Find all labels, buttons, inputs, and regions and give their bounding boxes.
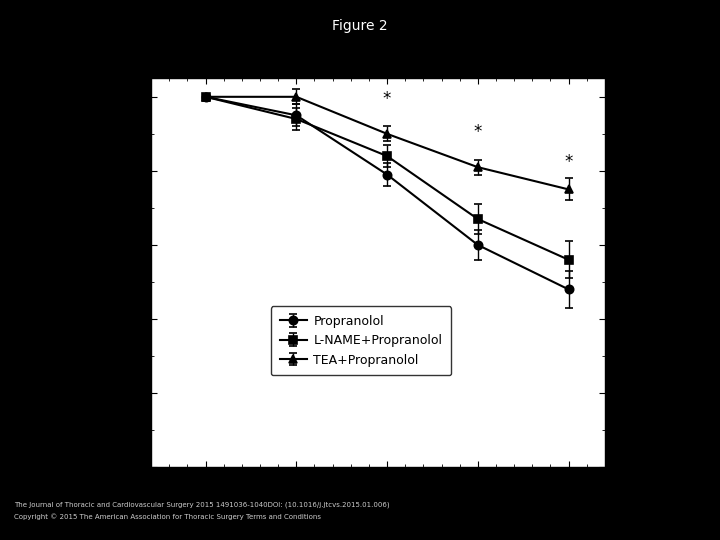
Text: The Journal of Thoracic and Cardiovascular Surgery 2015 1491036-1040DOI: (10.101: The Journal of Thoracic and Cardiovascul… [14, 501, 390, 508]
Text: Copyright © 2015 The American Association for Thoracic Surgery Terms and Conditi: Copyright © 2015 The American Associatio… [14, 513, 321, 519]
Text: *: * [564, 153, 572, 171]
X-axis label: -Log [Concentration]: -Log [Concentration] [297, 494, 459, 508]
Text: Figure 2: Figure 2 [332, 19, 388, 33]
Legend: Propranolol, L-NAME+Propranolol, TEA+Propranolol: Propranolol, L-NAME+Propranolol, TEA+Pro… [271, 306, 451, 375]
Y-axis label: Relaxation
(% of phenylephrine contraction): Relaxation (% of phenylephrine contracti… [88, 169, 115, 376]
Text: *: * [474, 123, 482, 141]
Text: *: * [383, 90, 391, 108]
